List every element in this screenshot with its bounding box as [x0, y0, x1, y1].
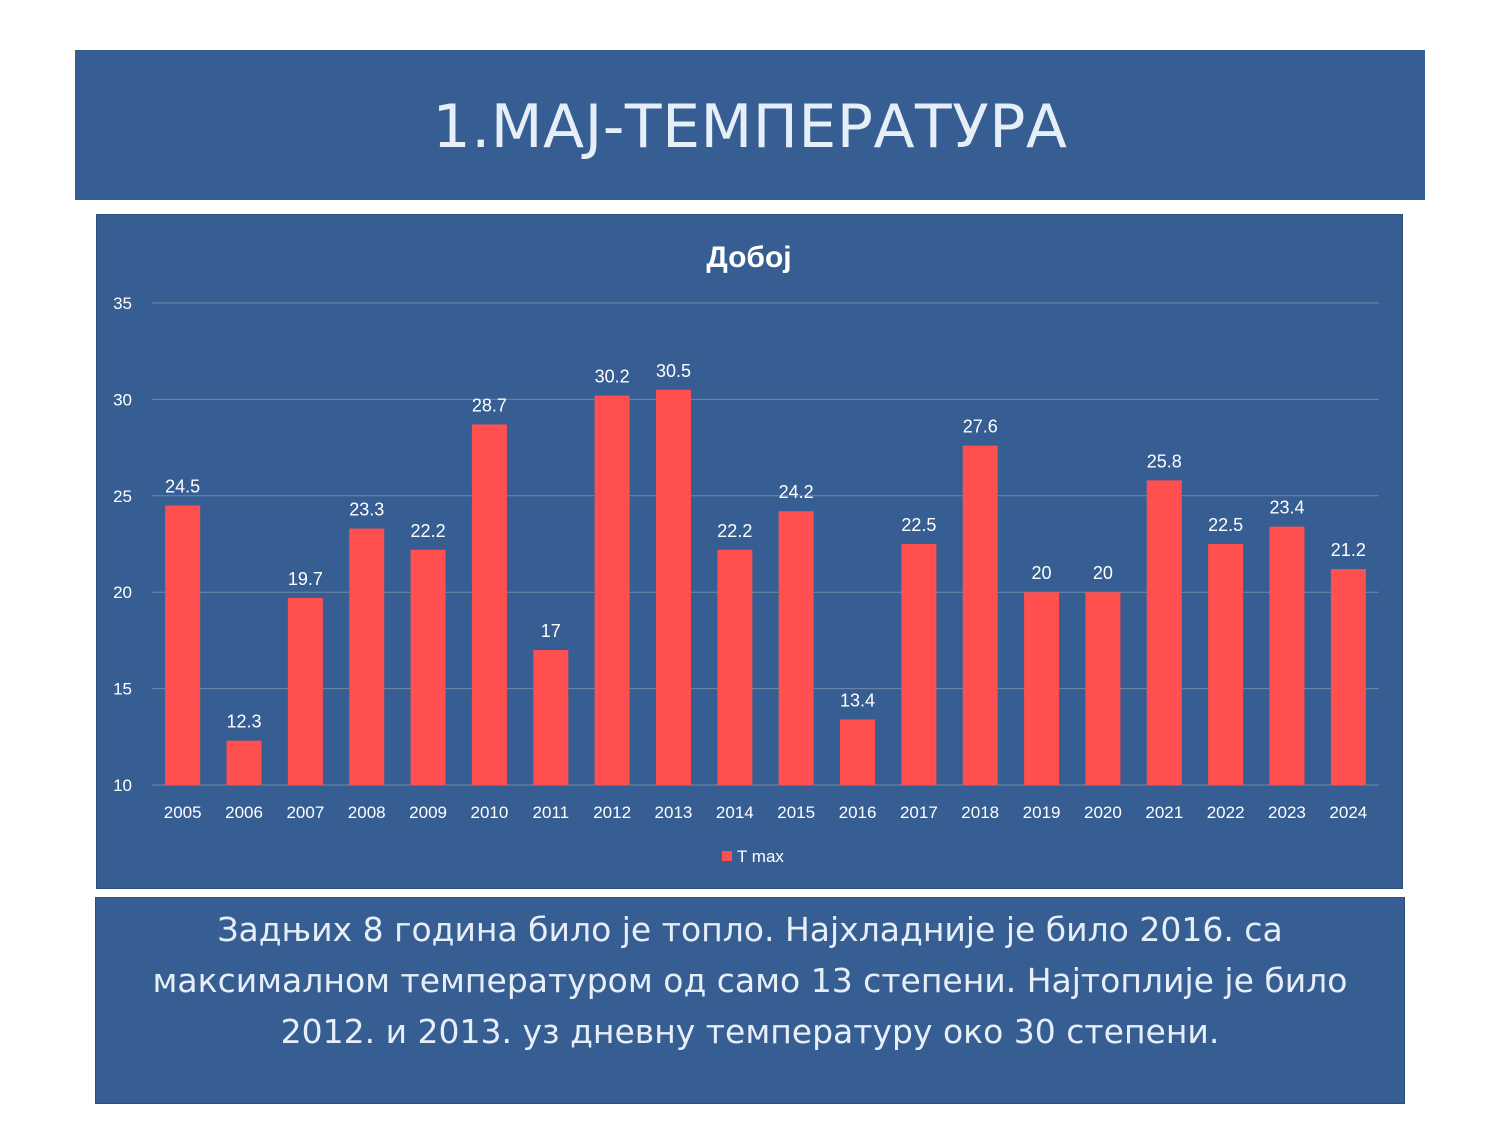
- x-tick-label: 2010: [471, 803, 509, 822]
- data-label: 22.2: [411, 521, 446, 541]
- x-tick-label: 2014: [716, 803, 754, 822]
- bar: [717, 549, 753, 785]
- bar: [655, 389, 691, 785]
- data-label: 20: [1093, 563, 1113, 583]
- data-label: 12.3: [227, 712, 262, 732]
- x-tick-label: 2011: [532, 803, 569, 822]
- x-tick-label: 2008: [348, 803, 386, 822]
- data-label: 24.5: [165, 476, 200, 496]
- bar: [1146, 480, 1182, 785]
- bar: [1269, 526, 1305, 785]
- chart-panel: Добој 10 15 20 25 30 35 24.5 2005 12.3 2006 19.7 200…: [97, 215, 1402, 888]
- bar: [226, 740, 262, 785]
- x-tick-label: 2005: [164, 803, 202, 822]
- data-label: 22.2: [717, 521, 752, 541]
- bar: [165, 505, 201, 785]
- bar: [1330, 569, 1366, 785]
- y-tick-label: 35: [113, 294, 132, 313]
- data-label: 19.7: [288, 569, 323, 589]
- x-tick-label: 2015: [777, 803, 815, 822]
- data-label: 22.5: [1208, 515, 1243, 535]
- x-tick-label: 2019: [1023, 803, 1061, 822]
- bar: [901, 544, 937, 785]
- data-label: 27.6: [963, 417, 998, 437]
- x-tick-label: 2016: [839, 803, 877, 822]
- data-label: 17: [541, 621, 561, 641]
- bar: [410, 549, 446, 785]
- data-label: 28.7: [472, 395, 507, 415]
- title-banner: 1.МАЈ-ТЕМПЕРАТУРА: [75, 50, 1425, 200]
- bar: [1085, 592, 1121, 785]
- y-tick-label: 30: [113, 390, 132, 409]
- bar: [1024, 592, 1060, 785]
- slide-title: 1.МАЈ-ТЕМПЕРАТУРА: [432, 92, 1068, 162]
- x-tick-label: 2012: [593, 803, 631, 822]
- data-label: 21.2: [1331, 540, 1366, 560]
- legend-swatch: [722, 851, 732, 861]
- data-label: 30.2: [595, 367, 630, 387]
- data-label: 22.5: [901, 515, 936, 535]
- x-tick-label: 2017: [900, 803, 938, 822]
- y-tick-label: 15: [113, 680, 132, 699]
- x-tick-label: 2022: [1207, 803, 1245, 822]
- data-label: 24.2: [779, 482, 814, 502]
- x-tick-label: 2007: [286, 803, 324, 822]
- bar: [533, 650, 569, 785]
- bar: [1208, 544, 1244, 785]
- x-tick-label: 2013: [655, 803, 693, 822]
- chart-title: Добој: [706, 241, 791, 274]
- bar: [471, 424, 507, 785]
- bar: [840, 719, 876, 785]
- x-tick-label: 2018: [961, 803, 999, 822]
- data-label: 23.3: [349, 500, 384, 520]
- data-label: 30.5: [656, 361, 691, 381]
- x-tick-label: 2006: [225, 803, 263, 822]
- data-label: 13.4: [840, 690, 875, 710]
- data-label: 23.4: [1269, 498, 1304, 518]
- caption-box: Задњих 8 година било је топло. Најхладни…: [96, 898, 1404, 1103]
- data-label: 25.8: [1147, 451, 1182, 471]
- bar: [349, 528, 385, 785]
- legend-label: T max: [737, 847, 784, 866]
- caption-text: Задњих 8 година било је топло. Најхладни…: [152, 910, 1348, 1051]
- x-tick-label: 2021: [1145, 803, 1183, 822]
- x-tick-label: 2020: [1084, 803, 1122, 822]
- bar-chart: Добој 10 15 20 25 30 35 24.5 2005 12.3 2006 19.7 200…: [113, 241, 1379, 866]
- bar: [962, 445, 998, 785]
- y-tick-label: 20: [113, 583, 132, 602]
- bar: [594, 395, 630, 785]
- x-tick-label: 2023: [1268, 803, 1306, 822]
- x-tick-label: 2009: [409, 803, 447, 822]
- x-tick-label: 2024: [1329, 803, 1367, 822]
- data-label: 20: [1032, 563, 1052, 583]
- bar: [778, 511, 814, 785]
- y-tick-label: 10: [113, 776, 132, 795]
- bar: [287, 597, 323, 785]
- y-tick-label: 25: [113, 487, 132, 506]
